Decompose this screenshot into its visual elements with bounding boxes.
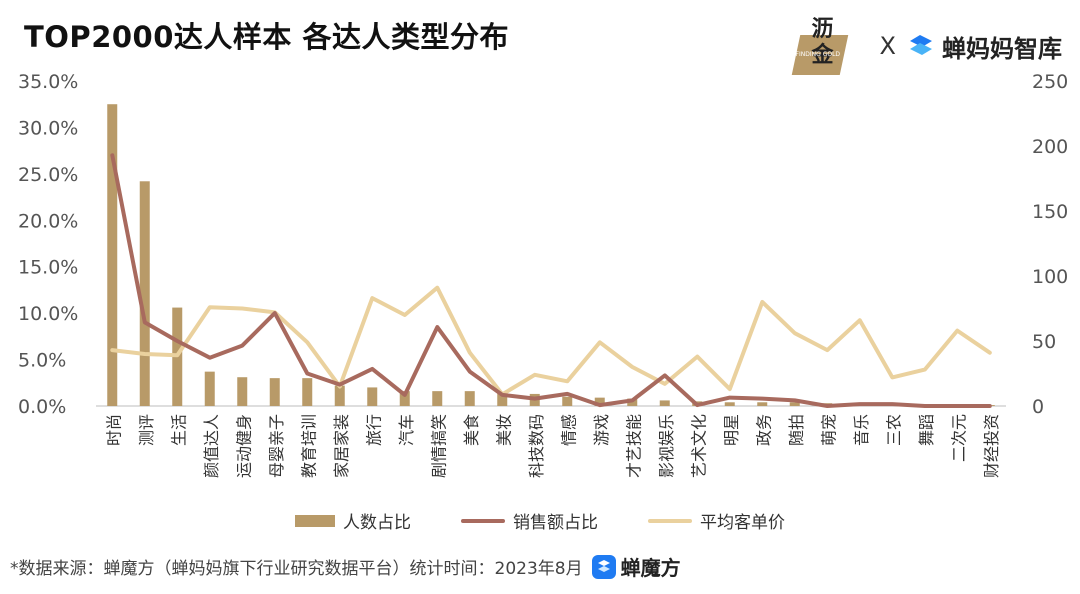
x-category-label: 剧情搞笑: [429, 414, 448, 478]
x-category-label: 颜值达人: [202, 414, 221, 478]
bar-headcount: [139, 181, 150, 406]
bar-headcount: [107, 104, 118, 406]
x-category-label: 汽车: [397, 414, 416, 446]
x-category-label: 明星: [722, 414, 741, 446]
x-category-label: 才艺技能: [624, 414, 643, 478]
bar-headcount: [334, 385, 345, 406]
x-category-label: 财经投资: [982, 414, 1001, 478]
legend-item-headcount: 人数占比: [295, 508, 411, 533]
x-category-label: 时尚: [104, 414, 123, 446]
x-category-label: 影视娱乐: [657, 414, 676, 478]
y-right-tick-label: 0: [1032, 396, 1044, 418]
bar-headcount: [464, 391, 475, 406]
legend-swatch-sales-line: [461, 518, 505, 523]
x-category-label: 舞蹈: [917, 414, 936, 446]
bar-headcount: [399, 391, 410, 406]
bar-headcount: [432, 391, 443, 406]
legend-label-headcount: 人数占比: [343, 513, 411, 533]
legend-label-sales: 销售额占比: [513, 513, 598, 533]
x-category-label: 艺术文化: [689, 414, 708, 478]
bar-headcount: [789, 402, 800, 406]
y-right-tick-label: 100: [1032, 266, 1068, 288]
chart-plot: 0.0% 5.0% 10.0% 15.0% 20.0% 25.0% 30.0% 35.0% 0 5…: [18, 71, 1068, 478]
x-category-label: 家居家装: [332, 414, 351, 478]
bar-headcount: [367, 387, 378, 406]
x-category-label: 运动健身: [234, 414, 253, 478]
line-sales-share: [110, 153, 992, 408]
y-left-tick-label: 35.0%: [18, 71, 78, 93]
x-category-label: 情感: [559, 414, 578, 446]
bar-headcount: [237, 377, 248, 406]
y-right-tick-label: 250: [1032, 71, 1068, 93]
y-left-tick-label: 5.0%: [18, 350, 66, 372]
x-category-label: 旅行: [364, 414, 383, 446]
legend-item-sales: 销售额占比: [461, 508, 598, 533]
x-category-label: 政务: [754, 414, 773, 446]
bar-headcount: [302, 378, 313, 406]
y-right-tick-label: 200: [1032, 136, 1068, 158]
bar-headcount: [204, 371, 215, 406]
x-category-label: 二次元: [949, 414, 968, 462]
x-category-label: 科技数码: [527, 414, 546, 478]
chanmama-logo-icon: [910, 35, 932, 55]
chanmama-logo: 蝉妈妈智库: [906, 29, 1062, 64]
x-category-label: 三农: [884, 414, 903, 446]
x-category-label: 游戏: [592, 414, 611, 446]
data-source-text: *数据来源：蝉魔方（蝉妈妈旗下行业研究数据平台）统计时间：2023年8月: [10, 559, 583, 579]
bar-headcount: [269, 378, 280, 406]
legend-item-price: 平均客单价: [648, 508, 785, 533]
y-right-tick-label: 150: [1032, 201, 1068, 223]
chanmama-logo-text: 蝉妈妈智库: [942, 34, 1062, 63]
legend-swatch-price-line: [648, 518, 692, 523]
bar-headcount: [724, 402, 735, 406]
bar-headcount: [594, 397, 605, 406]
x-category-label: 生活: [169, 414, 188, 446]
y-right-tick-label: 50: [1032, 331, 1056, 353]
bar-headcount: [659, 400, 670, 406]
brand-logos: 沥金 FINDING GOLD X 蝉妈妈智库: [791, 14, 1062, 78]
chanmofang-logo: 蝉魔方: [591, 552, 681, 581]
legend-label-price: 平均客单价: [700, 513, 785, 533]
finding-gold-logo-text: 沥金: [811, 17, 834, 68]
x-category-label: 美妆: [494, 414, 513, 446]
x-category-label: 随拍: [787, 414, 806, 446]
chart-legend: 人数占比 销售额占比 平均客单价: [0, 508, 1080, 533]
y-left-tick-label: 10.0%: [18, 303, 78, 325]
x-category-label: 教育培训: [299, 414, 318, 478]
y-left-tick-label: 25.0%: [18, 164, 78, 186]
y-left-tick-label: 20.0%: [18, 210, 78, 232]
x-category-label: 美食: [462, 414, 481, 446]
bar-headcount: [562, 396, 573, 406]
finding-gold-logo: 沥金 FINDING GOLD: [791, 17, 870, 75]
chanmofang-logo-text: 蝉魔方: [620, 556, 681, 580]
y-left-tick-label: 0.0%: [18, 396, 66, 418]
chanmofang-logo-icon: [591, 554, 616, 579]
x-category-label: 音乐: [852, 414, 871, 446]
line-avg-price: [110, 285, 992, 397]
x-category-label: 萌宠: [819, 414, 838, 446]
x-category-label: 母婴亲子: [267, 414, 286, 478]
x-category-label: 测评: [137, 414, 156, 446]
legend-swatch-bar: [295, 514, 335, 527]
brand-separator: X: [879, 32, 896, 60]
y-left-tick-label: 30.0%: [18, 117, 78, 139]
y-left-tick-label: 15.0%: [18, 257, 78, 279]
chart-title: TOP2000达人样本 各达人类型分布: [24, 20, 509, 54]
bar-headcount: [757, 402, 768, 406]
data-source-footer: *数据来源：蝉魔方（蝉妈妈旗下行业研究数据平台）统计时间：2023年8月 蝉魔方: [10, 552, 681, 581]
finding-gold-logo-subtext: FINDING GOLD: [795, 51, 841, 58]
bar-headcount: [497, 393, 508, 406]
